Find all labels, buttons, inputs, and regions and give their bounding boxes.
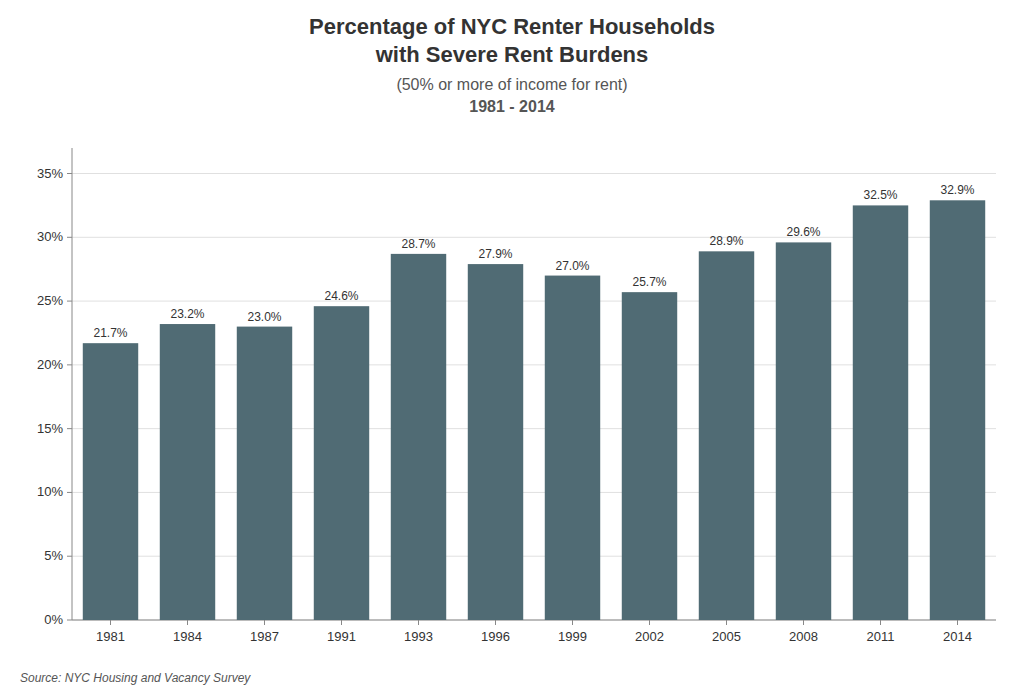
y-tick <box>67 364 72 365</box>
y-tick-label: 30% <box>37 229 63 244</box>
bar <box>160 324 215 620</box>
y-tick <box>67 492 72 493</box>
data-label: 24.6% <box>324 289 358 303</box>
x-tick-label: 2005 <box>712 629 741 644</box>
x-tick <box>341 620 342 625</box>
x-tick <box>803 620 804 625</box>
y-tick <box>67 556 72 557</box>
bar <box>83 343 138 620</box>
x-tick-label: 2002 <box>635 629 664 644</box>
title: with Severe Rent Burdens <box>375 42 649 67</box>
x-tick-label: 1981 <box>96 629 125 644</box>
bar <box>776 242 831 620</box>
x-tick-label: 1987 <box>250 629 279 644</box>
bar <box>237 327 292 620</box>
bar <box>853 205 908 620</box>
data-label: 32.5% <box>863 188 897 202</box>
y-tick <box>67 237 72 238</box>
data-label: 23.2% <box>170 307 204 321</box>
data-label: 28.9% <box>709 234 743 248</box>
bar <box>391 254 446 620</box>
y-tick <box>67 173 72 174</box>
title: Percentage of NYC Renter Households <box>309 14 715 39</box>
subtitle: (50% or more of income for rent) <box>396 76 627 93</box>
x-tick-label: 1991 <box>327 629 356 644</box>
x-tick-label: 1984 <box>173 629 202 644</box>
x-tick <box>957 620 958 625</box>
data-label: 28.7% <box>401 237 435 251</box>
bar <box>622 292 677 620</box>
y-tick <box>67 620 72 621</box>
data-label: 29.6% <box>786 225 820 239</box>
bar <box>930 200 985 620</box>
x-tick <box>110 620 111 625</box>
x-tick <box>649 620 650 625</box>
grid <box>72 174 996 620</box>
y-tick-label: 35% <box>37 166 63 181</box>
x-tick-label: 1993 <box>404 629 433 644</box>
x-tick-label: 2014 <box>943 629 972 644</box>
x-tick <box>187 620 188 625</box>
data-label: 32.9% <box>940 183 974 197</box>
data-label: 25.7% <box>632 275 666 289</box>
y-tick-label: 15% <box>37 421 63 436</box>
y-axis-line <box>72 148 73 620</box>
data-label: 23.0% <box>247 310 281 324</box>
y-tick-label: 25% <box>37 293 63 308</box>
x-tick <box>418 620 419 625</box>
x-tick-label: 2011 <box>867 629 895 644</box>
background <box>0 0 1024 698</box>
y-tick-label: 10% <box>37 484 63 499</box>
y-tick-label: 0% <box>44 612 63 627</box>
bar <box>314 306 369 620</box>
data-label: 21.7% <box>93 326 127 340</box>
x-tick-label: 1996 <box>481 629 510 644</box>
x-tick <box>495 620 496 625</box>
x-tick <box>726 620 727 625</box>
annotation: Source: NYC Housing and Vacancy Survey <box>20 671 251 685</box>
grid-line <box>72 173 996 174</box>
y-tick-label: 5% <box>44 548 63 563</box>
bar <box>699 251 754 620</box>
x-tick <box>264 620 265 625</box>
data-label: 27.0% <box>555 259 589 273</box>
chart-svg: Percentage of NYC Renter Households with … <box>0 0 1024 698</box>
y-tick <box>67 428 72 429</box>
subtitle: 1981 - 2014 <box>469 98 555 115</box>
x-tick-label: 1999 <box>558 629 587 644</box>
x-tick <box>572 620 573 625</box>
bars <box>83 200 985 620</box>
bar <box>468 264 523 620</box>
x-tick <box>880 620 881 625</box>
chart-container: Percentage of NYC Renter Households with … <box>0 0 1024 698</box>
bar <box>545 276 600 620</box>
y-tick <box>67 301 72 302</box>
y-tick-label: 20% <box>37 357 63 372</box>
data-label: 27.9% <box>478 247 512 261</box>
x-tick-label: 2008 <box>789 629 818 644</box>
